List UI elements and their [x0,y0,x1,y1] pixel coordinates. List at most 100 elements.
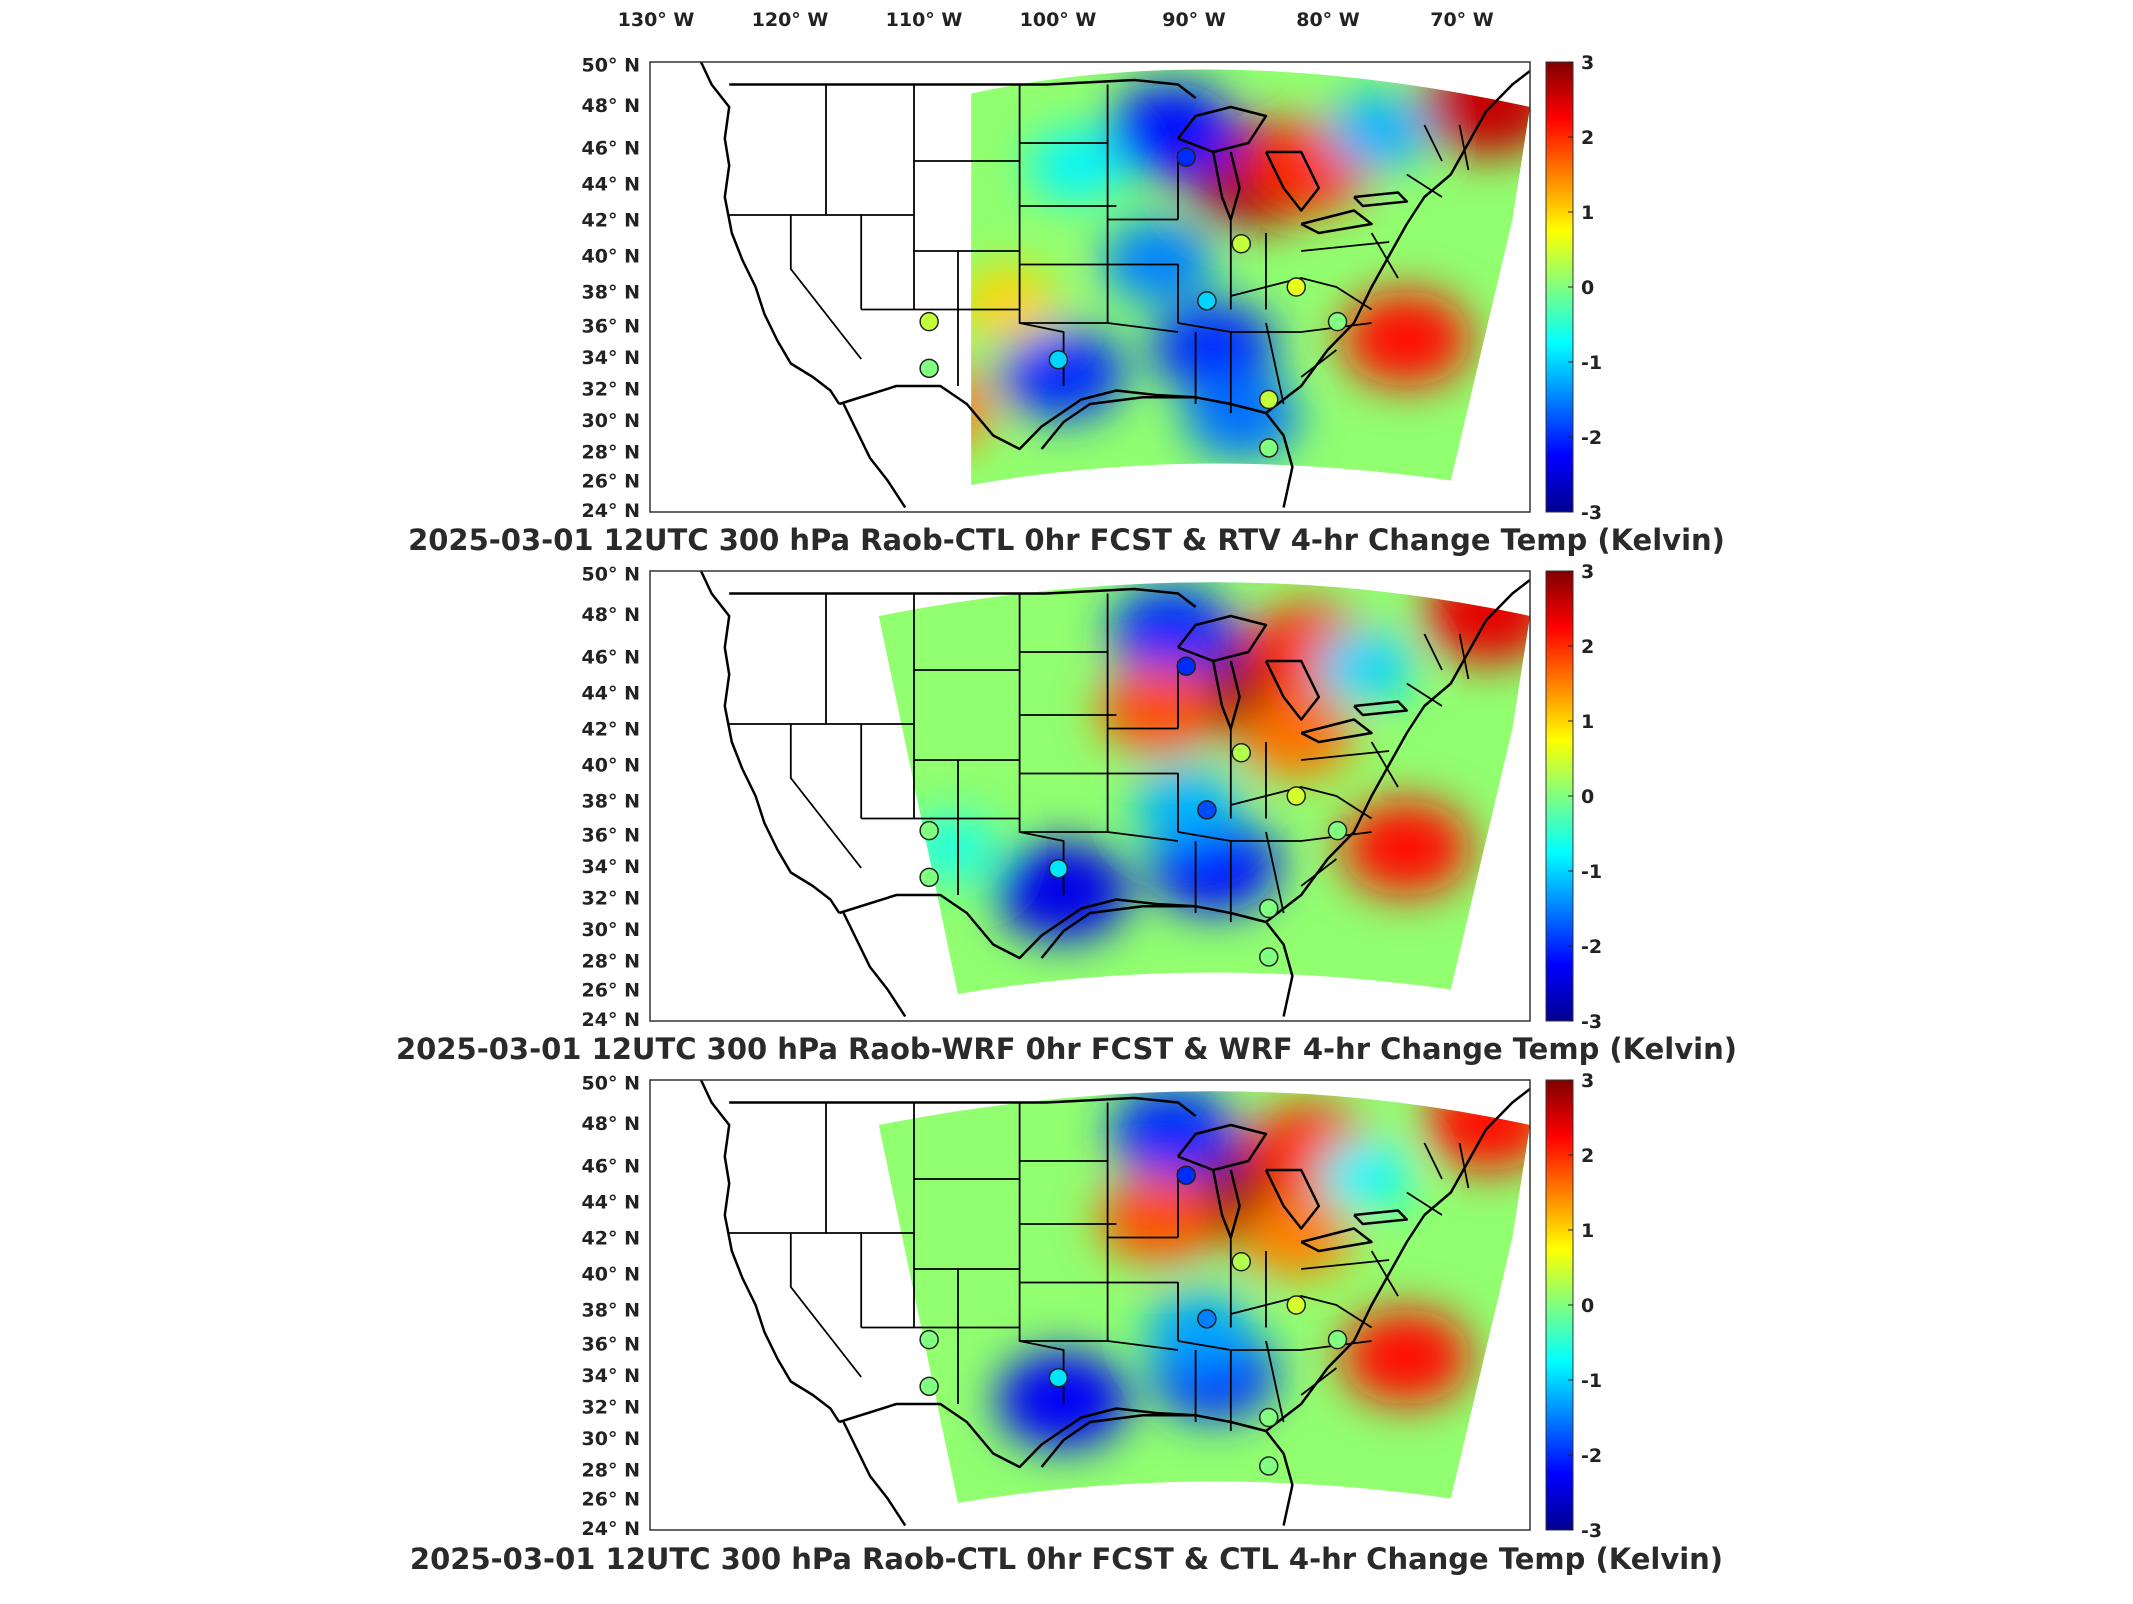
state-border [1230,277,1373,311]
lat-tick-label: 30° N [582,919,640,941]
lat-tick-label: 32° N [582,378,640,400]
lat-tick-label: 42° N [582,210,640,232]
raob-station-marker [1231,1251,1251,1272]
raob-station-marker [919,867,939,888]
state-border [1107,1281,1179,1341]
state-border [1423,1142,1443,1180]
state-border [1265,322,1285,405]
lat-tick-label: 26° N [582,1489,640,1511]
lat-tick-label: 24° N [582,500,640,522]
lat-tick-label: 34° N [582,856,640,878]
field-anomaly [1028,130,1124,202]
state-border [1265,831,1285,914]
great-lake-outline [1300,1227,1373,1253]
raob-station-marker [1327,311,1348,332]
field-anomaly [1317,1139,1413,1211]
lat-tick-label: 24° N [582,1518,640,1540]
great-lake-outline [1353,700,1409,717]
baja-coastline [842,912,907,1018]
raob-station-marker [1259,947,1279,967]
lat-tick-label: 28° N [582,950,640,972]
lat-tick-label: 40° N [582,1264,640,1286]
field-anomalies [907,582,1530,941]
lon-tick-label: 80° W [1296,9,1360,31]
raob-station-marker [1259,389,1279,410]
raob-station-marker [1286,277,1306,297]
gulf-coastline [1040,396,1294,508]
raob-station-marker [1259,898,1279,919]
lat-tick-label: 36° N [582,1333,640,1355]
lat-tick-label: 50° N [582,563,640,585]
colorbar-tick-label: 1 [1581,202,1594,224]
lat-tick-label: 28° N [582,1459,640,1481]
colorbar-tick-label: -2 [1581,1445,1602,1467]
lat-tick-label: 46° N [582,1156,640,1178]
panel-3-title: 2025-03-01 12UTC 300 hPa Raob-CTL 0hr FC… [409,1542,1724,1576]
baja-coastline [842,403,907,509]
map-axes-frame [649,1079,1531,1531]
raob-station-marker [919,1376,939,1397]
lat-tick-label: 42° N [582,719,640,741]
lon-tick-label: 110° W [886,9,963,31]
lat-tick-label: 24° N [582,1009,640,1031]
field-anomaly [1133,765,1239,844]
panel-2-title: 2025-03-01 12UTC 300 hPa Raob-WRF 0hr FC… [395,1032,1737,1066]
panel-2: 50° N 48° N 46° N 44° N 42° N 40° N 38° N 36° N… [582,561,1603,1033]
colorbar-tick-label: 3 [1581,52,1594,74]
state-border [1107,831,1179,842]
lat-tick-label: 40° N [582,246,640,268]
state-border [1107,263,1179,323]
panel-1-title: 2025-03-01 12UTC 300 hPa Raob-CTL 0hr FC… [408,523,1725,557]
raob-station-marker [919,358,939,379]
state-border [1265,1340,1285,1423]
field-anomaly [996,1351,1129,1449]
colorbar-tick-label: -3 [1581,1011,1602,1033]
canada-border [729,587,1197,608]
state-border [1301,750,1390,761]
colorbar-tick-label: -1 [1581,352,1602,374]
raob-station-marker [1197,800,1217,820]
raob-station-marker [1197,1309,1217,1329]
colorbar-tick-label: -3 [1581,1520,1602,1542]
lat-tick-label: 48° N [582,95,640,117]
colorbar-tick-label: 2 [1581,1145,1594,1167]
great-lake-outline [1264,659,1321,721]
state-border [1301,1259,1390,1270]
lon-tick-label: 100° W [1020,9,1097,31]
colorbar-tick-label: 1 [1581,1220,1594,1242]
lat-tick-label: 48° N [582,1113,640,1135]
great-lake-outline [1264,1168,1321,1230]
raob-station-marker [1231,233,1251,254]
state-border [789,724,862,869]
temperature-field [878,582,1530,994]
gulf-coastline [1040,1414,1294,1526]
state-border [1300,858,1337,887]
west-coastline [699,61,841,405]
field-anomaly [1110,585,1235,678]
field-anomaly [1146,1291,1254,1371]
state-border [1370,1250,1399,1297]
west-coastline [699,1079,841,1423]
state-border [1423,124,1443,162]
east-coastline [1265,579,1531,923]
great-lake-outline [1353,191,1409,208]
lat-tick-label: 36° N [582,315,640,337]
lat-tick-label: 26° N [582,471,640,493]
raob-station-marker [1176,147,1196,167]
raob-station-marker [1327,1329,1348,1350]
state-border [789,215,862,360]
lon-tick-label: 70° W [1430,9,1494,31]
longitude-tick-labels: 130° W 120° W 110° W 100° W 90° W 80° W 70° W [618,9,1494,31]
raob-station-marker [1176,656,1196,676]
field-anomaly [1239,693,1354,778]
base-map [699,61,1531,509]
map-axes-frame [649,570,1531,1022]
state-border [1370,741,1399,788]
state-border [1107,772,1179,832]
field-anomaly [1341,800,1471,896]
lat-tick-label: 38° N [582,1300,640,1322]
map-axes-frame [649,61,1531,513]
lat-tick-label: 44° N [582,683,640,705]
raob-station-marker [1176,1165,1196,1185]
lat-tick-label: 32° N [582,887,640,909]
